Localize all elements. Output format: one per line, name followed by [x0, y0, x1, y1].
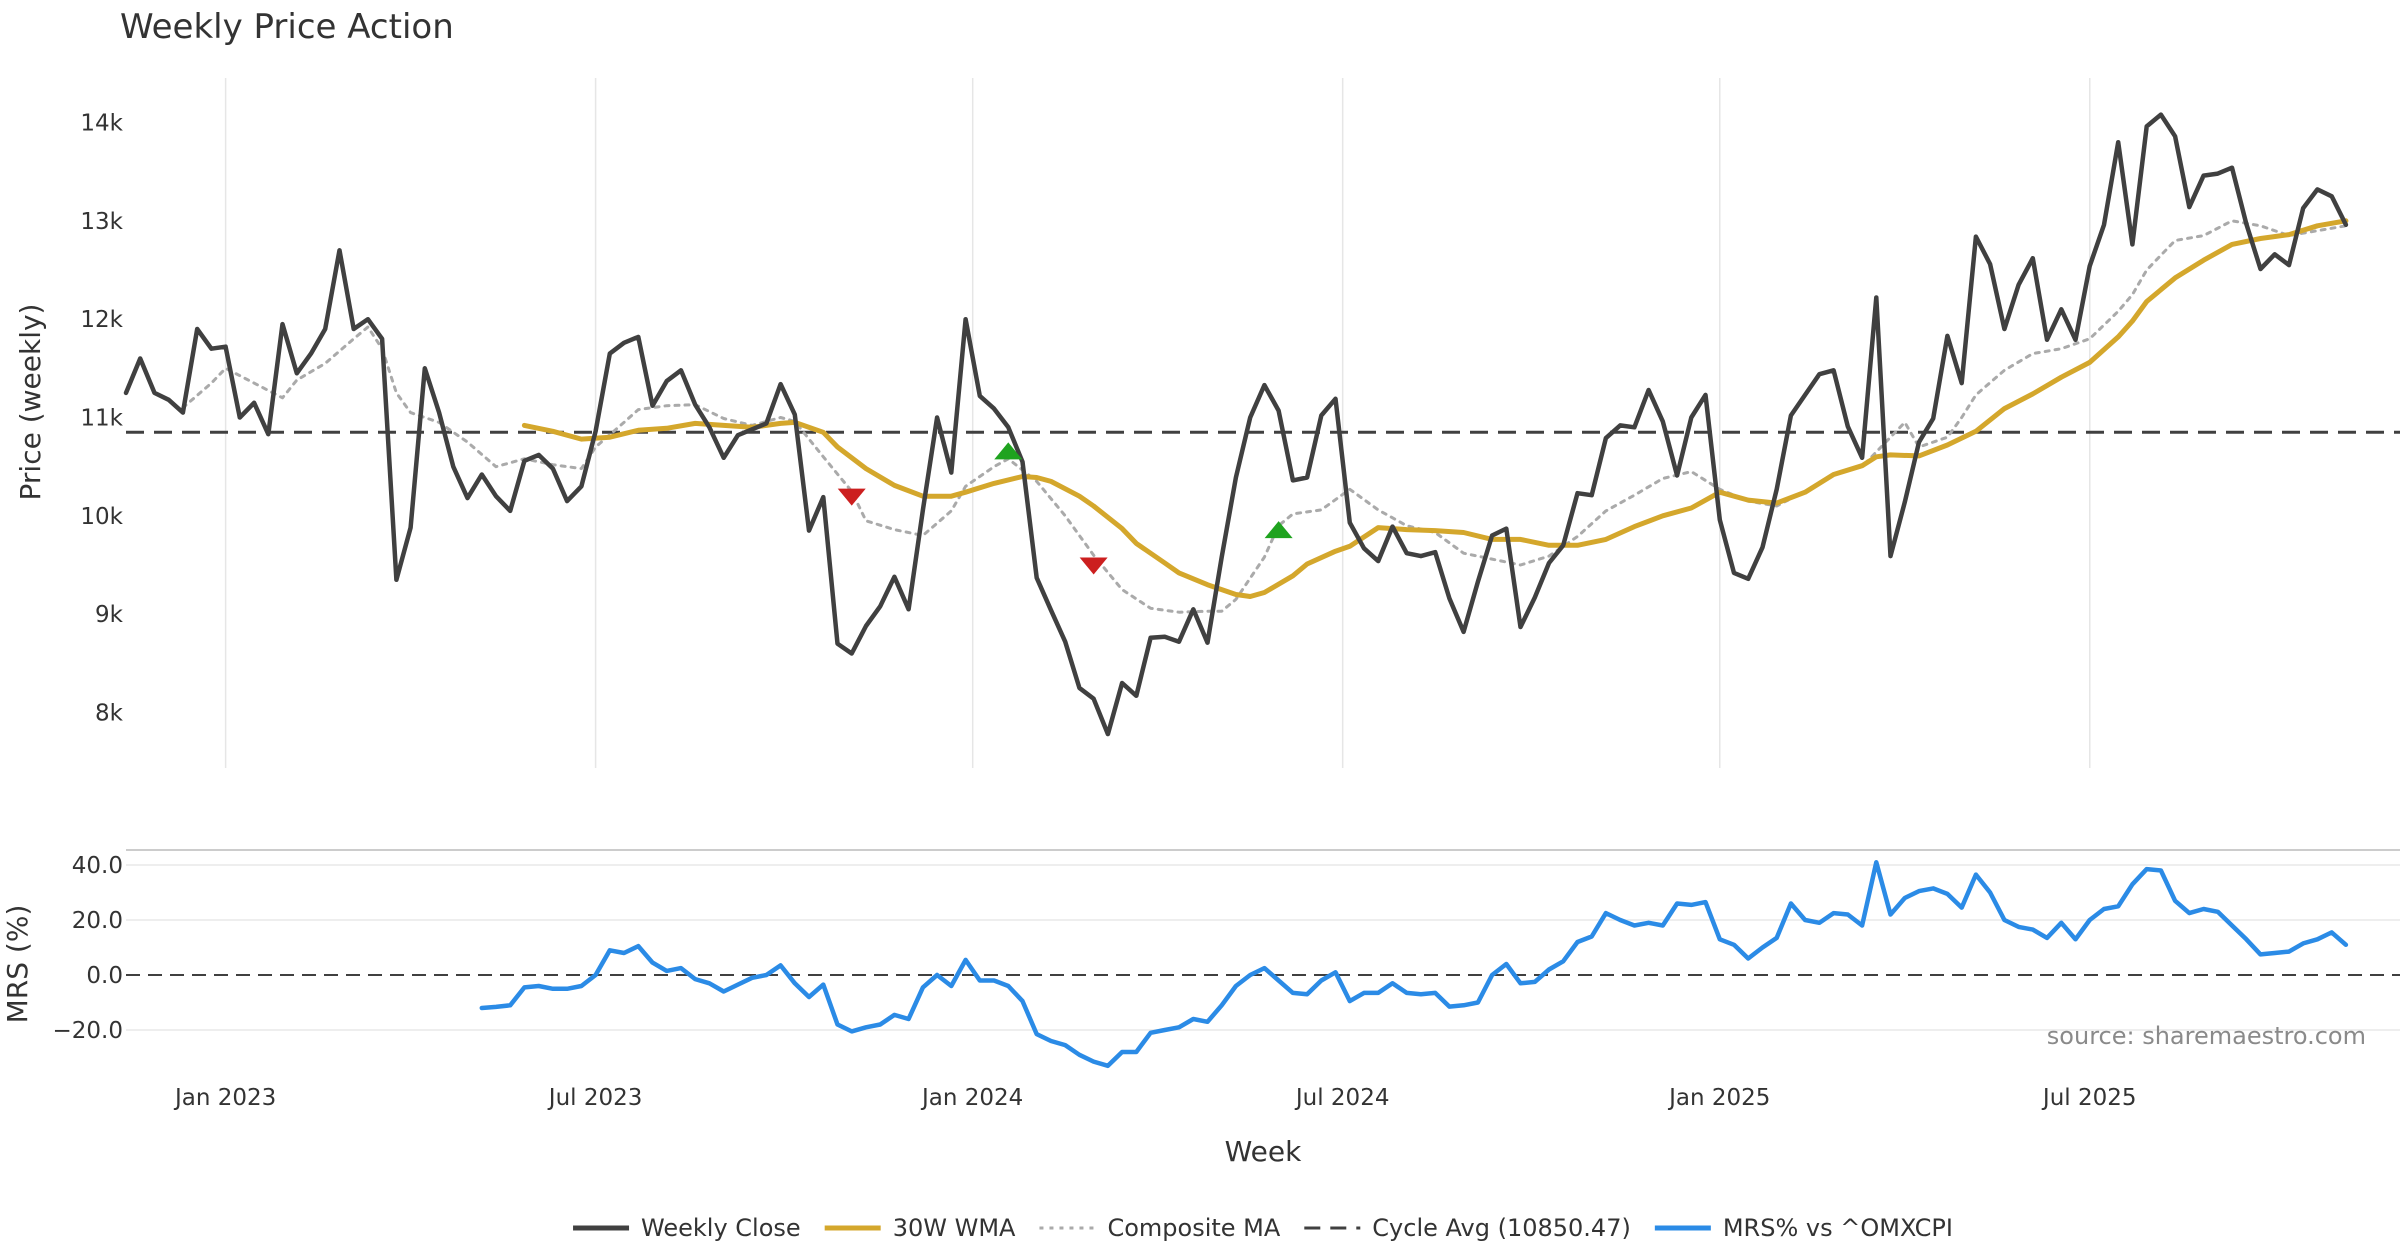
- legend-label-mrs-vs-omxcpi: MRS% vs ^OMXCPI: [1723, 1214, 1953, 1242]
- x-tick-label: Jul 2025: [2041, 1085, 2137, 1111]
- x-tick-label: Jan 2024: [920, 1085, 1023, 1111]
- x-tick-label: Jan 2023: [173, 1085, 276, 1111]
- buy-signal-marker: [1264, 521, 1293, 539]
- sell-signal-marker: [1079, 557, 1108, 575]
- legend-label-weekly-close: Weekly Close: [641, 1214, 801, 1242]
- mrs-panel: 40.0 20.0 0.0 −20.0 MRS (%) source: sharema…: [1, 849, 2400, 1069]
- price-y-tick-label: 9k: [95, 602, 124, 628]
- mrs-gridlines: [126, 864, 2400, 1031]
- mrs-y-tick-label: 20.0: [72, 908, 123, 934]
- mrs-y-tick-label: −20.0: [53, 1018, 123, 1044]
- x-tick-label: Jul 2024: [1294, 1085, 1390, 1111]
- mrs-y-tick-label: 0.0: [86, 963, 123, 989]
- mrs-line: [479, 860, 2349, 1069]
- 30w-wma-line: [521, 218, 2349, 599]
- mrs-y-axis-label: MRS (%): [1, 905, 34, 1024]
- legend-label-composite-ma: Composite MA: [1107, 1214, 1280, 1242]
- price-y-tick-label: 12k: [80, 307, 123, 333]
- legend-label-30w-wma: 30W WMA: [893, 1214, 1016, 1242]
- chart-title: Weekly Price Action: [120, 7, 454, 47]
- price-y-tick-label: 10k: [80, 504, 123, 530]
- composite-ma-line: [181, 219, 2348, 614]
- legend-label-cycle-avg-10850-47: Cycle Avg (10850.47): [1372, 1214, 1631, 1242]
- price-y-tick-label: 14k: [80, 111, 123, 137]
- mrs-y-tick-label: 40.0: [72, 853, 123, 879]
- price-x-gridlines: [224, 78, 2091, 768]
- mrs-y-ticks: 40.0 20.0 0.0 −20.0: [53, 853, 123, 1044]
- sell-signal-marker: [837, 488, 866, 506]
- x-tick-label: Jan 2025: [1667, 1085, 1770, 1111]
- price-panel: 8k 9k 10k 11k 12k 13k 14k Price (weekly): [14, 78, 2400, 768]
- price-series: [123, 112, 2349, 737]
- price-y-ticks: 8k 9k 10k 11k 12k 13k 14k: [80, 111, 123, 727]
- x-axis-label: Week: [1225, 1135, 1302, 1168]
- price-y-tick-label: 13k: [80, 209, 123, 235]
- weekly-close-line: [123, 112, 2349, 737]
- signal-markers: [837, 442, 1293, 575]
- mrs-series: [479, 860, 2349, 1069]
- source-note: source: sharemaestro.com: [2047, 1022, 2366, 1050]
- price-y-tick-label: 8k: [95, 701, 124, 727]
- legend: Weekly Close 30W WMA Composite MA Cycle Avg…: [573, 1214, 1953, 1242]
- buy-signal-marker: [994, 442, 1023, 460]
- price-y-tick-label: 11k: [80, 406, 123, 432]
- price-y-axis-label: Price (weekly): [14, 304, 47, 501]
- x-axis-ticks: Jan 2023 Jul 2023 Jan 2024 Jul 2024 Jan 2025…: [173, 1085, 2137, 1111]
- x-tick-label: Jul 2023: [547, 1085, 643, 1111]
